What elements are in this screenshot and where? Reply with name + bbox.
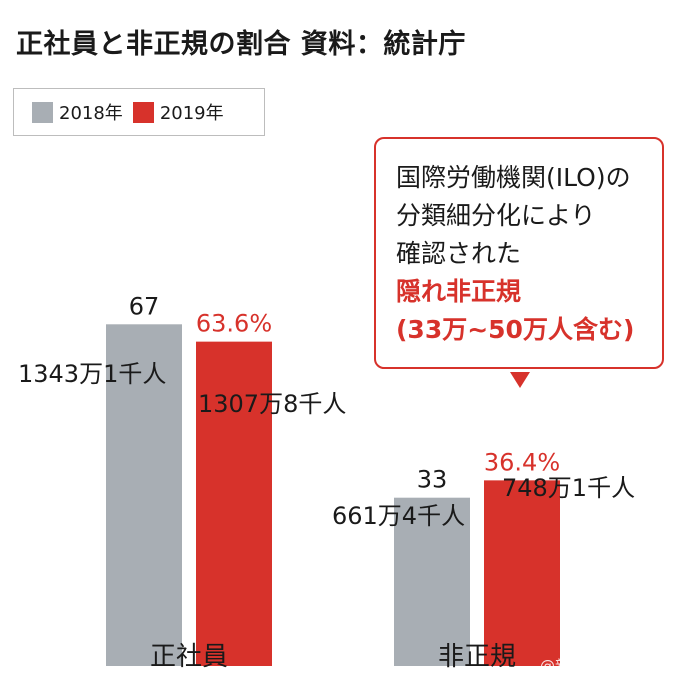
value-label-1-1: 36.4% <box>484 448 560 476</box>
watermark: @新闻社区 @大眼联盟 <box>540 657 674 675</box>
legend-swatch-2018 <box>32 101 53 123</box>
bar-1-0 <box>196 341 272 666</box>
value-label-0-0: 67 <box>129 292 160 320</box>
legend: 2018年 2019年 <box>13 88 265 136</box>
value-label-1-0: 63.6% <box>196 310 272 338</box>
callout-pointer-icon <box>510 372 530 388</box>
category-label-0: 正社員 <box>150 642 228 672</box>
legend-label-2019: 2019年 <box>159 103 224 124</box>
legend-swatch-2019 <box>132 101 154 123</box>
callout-highlight-2: (33万~50万人含む) <box>396 315 635 344</box>
legend-item-2018: 2018年 <box>32 99 123 125</box>
legend-item-2019: 2019年 <box>132 99 224 125</box>
callout-line-1: 国際労働機関(ILO)の <box>396 163 631 192</box>
callout-line-3: 確認された <box>396 239 522 268</box>
count-label-1-1: 748万1千人 <box>502 474 635 502</box>
count-label-0-0: 1343万1千人 <box>18 360 166 388</box>
bar-0-1 <box>394 497 470 666</box>
callout-box: 国際労働機関(ILO)の 分類細分化により 確認された 隠れ非正規 (33万~5… <box>374 137 664 369</box>
count-label-1-0: 1307万8千人 <box>198 390 346 418</box>
callout-highlight-1: 隠れ非正規 <box>396 277 522 306</box>
bar-0-0 <box>106 324 182 666</box>
bar-1-1 <box>484 480 560 666</box>
count-label-0-1: 661万4千人 <box>332 502 465 530</box>
category-label-1: 非正規 <box>438 642 516 672</box>
legend-label-2018: 2018年 <box>59 103 123 124</box>
chart-title: 正社員と非正規の割合 資料：統計庁 <box>16 29 466 60</box>
value-label-0-1: 33 <box>417 466 448 494</box>
callout-line-2: 分類細分化により <box>396 201 596 230</box>
